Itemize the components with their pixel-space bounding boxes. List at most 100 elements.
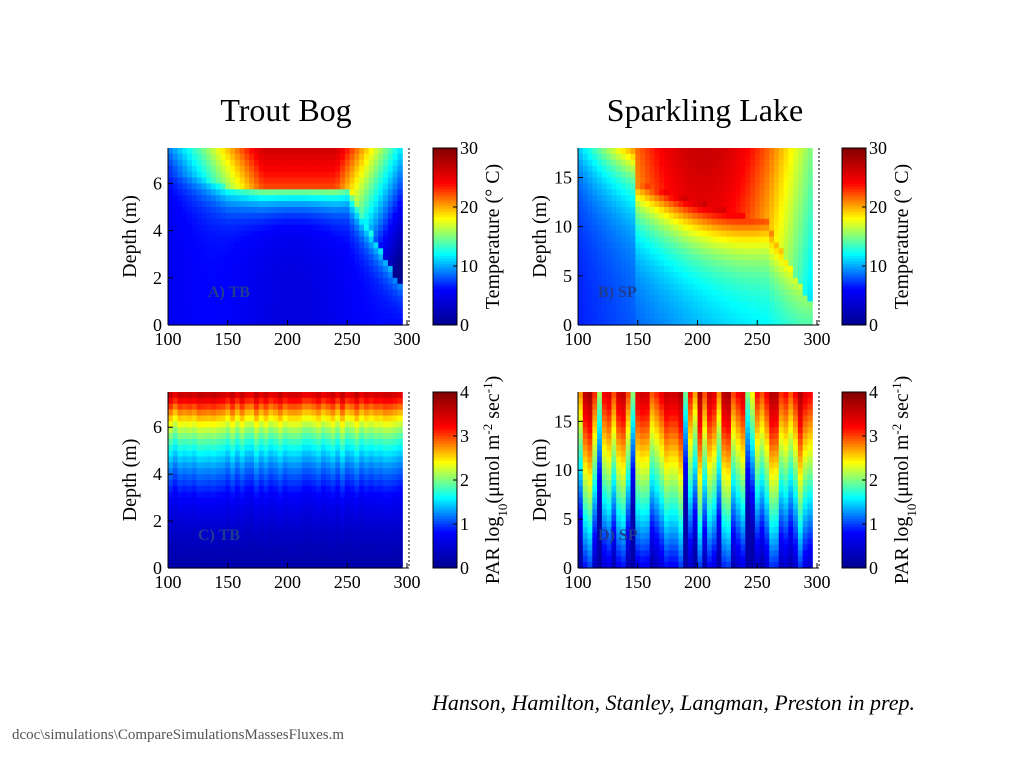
heatmap-cell <box>368 515 375 522</box>
heatmap-cell <box>668 195 675 202</box>
heatmap-cell <box>578 153 584 161</box>
heatmap-cell <box>616 550 622 557</box>
heatmap-cell <box>225 266 231 273</box>
colorbar-step <box>842 148 866 152</box>
heatmap-cell <box>611 509 617 516</box>
heatmap-cell <box>359 550 365 557</box>
heatmap-cell <box>168 427 174 434</box>
heatmap-cell <box>621 201 627 208</box>
heatmap-cell <box>578 503 584 510</box>
heatmap-cell <box>168 485 174 493</box>
heatmap-cell <box>187 159 193 167</box>
heatmap-cell <box>230 515 236 522</box>
heatmap-cell <box>378 319 384 326</box>
heatmap-cell <box>654 301 660 308</box>
heatmap-cell <box>678 218 684 226</box>
heatmap-cell <box>292 503 298 510</box>
heatmap-cell <box>230 159 236 167</box>
heatmap-cell <box>254 242 260 249</box>
heatmap-cell <box>172 165 179 173</box>
heatmap-cell <box>807 159 813 167</box>
heatmap-cell <box>191 301 198 308</box>
heatmap-cell <box>359 397 365 405</box>
heatmap-cell <box>282 313 289 320</box>
heatmap-cell <box>578 562 584 569</box>
heatmap-cell <box>606 497 613 505</box>
heatmap-cell <box>668 148 675 155</box>
heatmap-cell <box>273 295 279 302</box>
heatmap-cell <box>592 526 598 534</box>
heatmap-cell <box>215 165 222 173</box>
heatmap-cell <box>344 195 351 202</box>
title-sparkling-lake: Sparkling Lake <box>606 92 804 128</box>
heatmap-cell <box>344 271 351 279</box>
heatmap-cell <box>754 271 761 279</box>
heatmap-cell <box>297 313 303 320</box>
heatmap-cell <box>740 248 746 255</box>
heatmap-cell <box>687 189 694 196</box>
colorbar-tick-label: 20 <box>460 197 478 217</box>
heatmap-cell <box>287 148 293 155</box>
heatmap-cell <box>649 212 656 220</box>
heatmap-cell <box>168 307 174 314</box>
heatmap-cell <box>392 550 399 557</box>
heatmap-cell <box>383 236 389 243</box>
heatmap-cell <box>716 183 722 190</box>
heatmap-cell <box>606 397 613 405</box>
y-tick-label: 6 <box>153 173 162 193</box>
heatmap-cell <box>172 207 179 214</box>
heatmap-cell <box>797 159 804 167</box>
heatmap-cell <box>292 444 298 452</box>
heatmap-cell <box>754 289 761 297</box>
heatmap-cell <box>206 301 212 308</box>
heatmap-cell <box>797 295 804 302</box>
heatmap-cell <box>606 183 613 190</box>
heatmap-cell <box>330 248 336 255</box>
heatmap-cell <box>330 521 336 528</box>
colorbar-step <box>842 244 866 249</box>
heatmap-cell <box>201 212 207 220</box>
heatmap-cell <box>354 462 360 469</box>
heatmap-cell <box>234 248 241 255</box>
heatmap-cell <box>392 456 399 463</box>
heatmap-cell <box>616 230 622 238</box>
heatmap-cell <box>320 301 327 308</box>
heatmap-cell <box>740 224 746 232</box>
heatmap-cell <box>249 260 255 267</box>
heatmap-cell <box>268 509 274 516</box>
heatmap-cell <box>249 421 255 428</box>
heatmap-cell <box>301 497 308 505</box>
heatmap-cell <box>206 283 212 291</box>
heatmap-cell <box>678 254 684 261</box>
heatmap-cell <box>263 307 269 314</box>
heatmap-cell <box>316 538 322 546</box>
heatmap-cell <box>168 474 174 481</box>
heatmap-cell <box>392 159 399 167</box>
heatmap-cell <box>273 248 279 255</box>
heatmap-cell <box>325 307 332 314</box>
heatmap-cell <box>340 207 346 214</box>
heatmap-cell <box>692 295 699 302</box>
heatmap-cell <box>740 260 746 267</box>
heatmap-cell <box>616 277 622 285</box>
heatmap-cell <box>249 212 255 220</box>
heatmap-cell <box>759 212 766 220</box>
heatmap-cell <box>268 526 274 534</box>
heatmap-cell <box>254 218 260 226</box>
heatmap-cell <box>168 433 174 440</box>
heatmap-cell <box>649 201 656 208</box>
heatmap-cell <box>635 248 641 255</box>
heatmap-cell <box>750 242 756 249</box>
heatmap-cell <box>773 159 780 167</box>
heatmap-cell <box>769 230 775 238</box>
heatmap-cell <box>301 289 308 297</box>
heatmap-cell <box>254 153 260 161</box>
heatmap-cell <box>649 148 656 155</box>
heatmap-cell <box>215 283 222 291</box>
heatmap-cell <box>778 307 785 314</box>
heatmap-cell <box>254 289 260 297</box>
heatmap-cell <box>788 159 794 167</box>
heatmap-cell <box>311 177 317 184</box>
heatmap-cell <box>201 509 207 516</box>
heatmap-cell <box>383 544 389 551</box>
